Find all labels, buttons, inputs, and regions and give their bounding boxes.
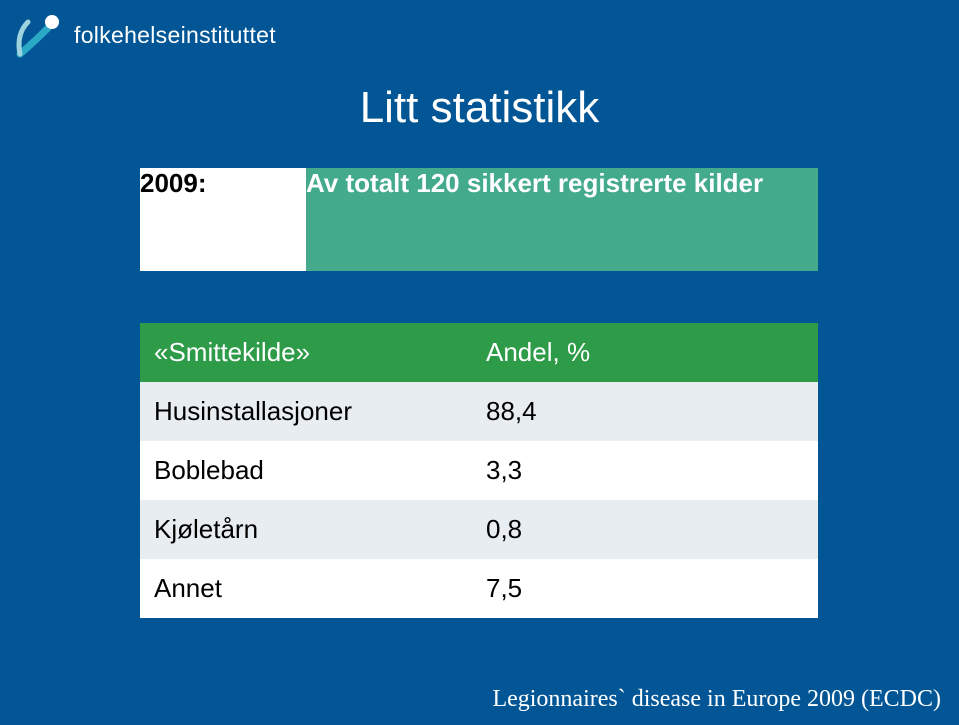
table-row: Boblebad 3,3 (140, 441, 818, 500)
cell-source: Kjøletårn (140, 500, 472, 559)
summary-row: 2009: Av totalt 120 sikkert registrerte … (140, 168, 818, 271)
cell-value: 3,3 (472, 441, 818, 500)
cell-value: 0,8 (472, 500, 818, 559)
data-table: «Smittekilde» Andel, % Husinstallasjoner… (140, 323, 818, 618)
footer-citation: Legionnaires` disease in Europe 2009 (EC… (492, 686, 941, 713)
cell-value: 88,4 (472, 382, 818, 441)
col-header-source: «Smittekilde» (140, 323, 472, 382)
logo-mark-icon (12, 12, 64, 58)
cell-source: Boblebad (140, 441, 472, 500)
brand-name: folkehelseinstituttet (74, 22, 276, 49)
table-row: Annet 7,5 (140, 559, 818, 618)
summary-desc-cell: Av totalt 120 sikkert registrerte kilder (306, 168, 818, 271)
table-row: Husinstallasjoner 88,4 (140, 382, 818, 441)
summary-table: 2009: Av totalt 120 sikkert registrerte … (140, 168, 818, 271)
table-row: Kjøletårn 0,8 (140, 500, 818, 559)
col-header-percent: Andel, % (472, 323, 818, 382)
slide-title: Litt statistikk (0, 83, 959, 133)
cell-value: 7,5 (472, 559, 818, 618)
summary-year-cell: 2009: (140, 168, 306, 271)
cell-source: Annet (140, 559, 472, 618)
cell-source: Husinstallasjoner (140, 382, 472, 441)
brand-logo: folkehelseinstituttet (12, 12, 276, 58)
table-header-row: «Smittekilde» Andel, % (140, 323, 818, 382)
